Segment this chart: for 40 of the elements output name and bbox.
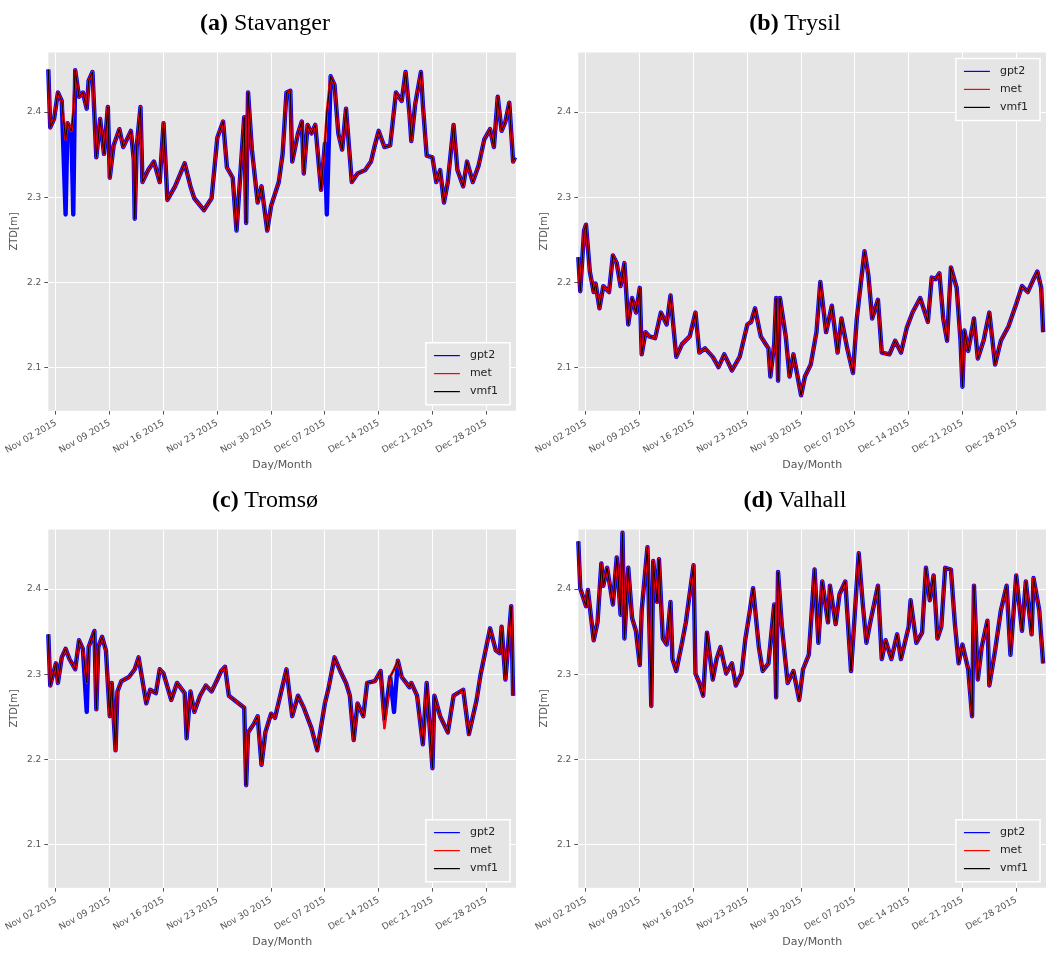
chart-title: (c) Tromsø (211, 485, 319, 514)
y-tick-label: 2.4 (556, 583, 572, 594)
y-tick-label: 2.3 (26, 191, 42, 202)
y-tick-label: 2.3 (556, 668, 572, 679)
y-tick-label: 2.4 (26, 583, 42, 594)
legend-label: gpt2 (469, 348, 496, 362)
y-tick-label: 2.3 (556, 191, 572, 202)
legend-label: gpt2 (469, 825, 496, 839)
y-tick-label: 2.1 (556, 362, 572, 373)
y-tick-label: 2.2 (26, 277, 42, 288)
y-tick-label: 2.2 (556, 277, 572, 288)
y-axis-title: ZTD[m] (537, 212, 549, 251)
x-axis-title: Day/Month (782, 935, 843, 949)
legend-label: vmf1 (469, 384, 499, 398)
legend-label: met (469, 843, 493, 857)
legend-label: gpt2 (999, 64, 1026, 78)
x-axis-title: Day/Month (252, 935, 313, 949)
legend-label: vmf1 (999, 100, 1029, 114)
x-axis-title: Day/Month (252, 458, 313, 472)
legend-label: met (469, 366, 493, 380)
y-axis-title: ZTD[m] (7, 212, 19, 251)
chart-title: (d) Valhall (742, 485, 848, 514)
legend-label: vmf1 (469, 861, 499, 875)
y-tick-label: 2.1 (26, 839, 42, 850)
y-tick-label: 2.3 (26, 668, 42, 679)
y-tick-label: 2.1 (556, 839, 572, 850)
y-tick-label: 2.4 (26, 106, 42, 117)
y-axis-title: ZTD[m] (7, 689, 19, 728)
y-axis-title: ZTD[m] (537, 689, 549, 728)
y-tick-label: 2.2 (26, 754, 42, 765)
y-tick-label: 2.4 (556, 106, 572, 117)
x-axis-title: Day/Month (782, 458, 843, 472)
y-tick-label: 2.1 (26, 362, 42, 373)
chart-title: (b) Trysil (748, 8, 842, 37)
legend-label: gpt2 (999, 825, 1026, 839)
legend-label: met (999, 843, 1023, 857)
legend-label: met (999, 82, 1023, 96)
y-tick-label: 2.2 (556, 754, 572, 765)
chart-title: (a) Stavanger (199, 8, 331, 37)
legend-label: vmf1 (999, 861, 1029, 875)
